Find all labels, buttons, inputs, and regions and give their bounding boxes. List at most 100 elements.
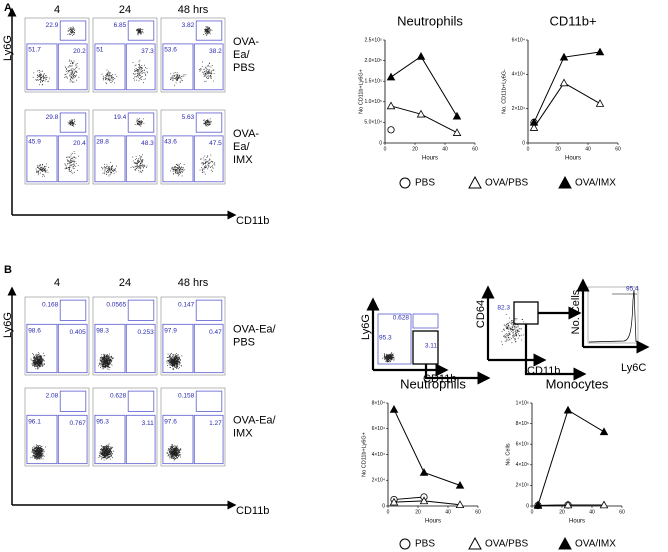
event: [41, 357, 43, 359]
gate-value: 45.9: [28, 139, 41, 146]
event: [35, 446, 37, 448]
event: [37, 361, 38, 362]
event: [145, 67, 146, 69]
y-tick-label: 1.5×10⁵: [364, 79, 382, 85]
event: [208, 123, 210, 125]
event: [74, 67, 76, 69]
event: [207, 30, 208, 32]
event: [41, 447, 43, 449]
event: [45, 170, 46, 171]
event: [208, 32, 210, 34]
event: [69, 121, 71, 123]
event: [201, 71, 203, 73]
event: [39, 356, 41, 358]
event: [100, 365, 102, 367]
event: [387, 361, 389, 363]
event: [175, 451, 177, 453]
event: [178, 454, 179, 456]
event: [142, 118, 144, 120]
event: [510, 329, 512, 330]
event: [73, 69, 75, 71]
event: [385, 360, 387, 362]
series-line: [390, 105, 458, 134]
event: [384, 356, 386, 358]
event: [72, 166, 74, 168]
event: [169, 452, 171, 454]
event: [106, 451, 107, 453]
event: [386, 357, 388, 359]
event: [169, 355, 170, 357]
event: [208, 30, 210, 32]
event: [107, 75, 109, 77]
event: [41, 169, 43, 171]
gate-value: 2.08: [46, 393, 59, 400]
event: [136, 167, 137, 169]
event: [103, 454, 105, 456]
event: [392, 356, 394, 358]
event: [505, 336, 507, 338]
event: [71, 121, 73, 123]
event: [101, 359, 102, 361]
event: [110, 451, 111, 453]
legend-marker: [558, 175, 572, 189]
event: [40, 457, 42, 459]
event: [40, 79, 42, 81]
event: [137, 31, 139, 33]
event: [38, 170, 40, 172]
event: [178, 450, 180, 452]
event: [143, 72, 145, 74]
event: [179, 363, 181, 365]
event: [173, 448, 174, 450]
event: [70, 120, 72, 122]
event: [202, 171, 204, 173]
event: [210, 121, 212, 122]
y-axis-label: No. Cells: [570, 289, 582, 334]
event: [134, 162, 136, 164]
event: [141, 164, 143, 166]
event: [36, 77, 38, 78]
gate-value: 19.4: [114, 114, 127, 121]
event: [178, 173, 179, 175]
event: [100, 454, 102, 456]
gate-value: 0.253: [138, 329, 155, 336]
event: [38, 452, 40, 454]
event: [103, 456, 105, 458]
event: [104, 452, 106, 454]
event: [104, 456, 106, 457]
event: [387, 355, 389, 356]
event: [391, 358, 393, 360]
event: [66, 156, 68, 158]
event: [71, 70, 73, 72]
x-axis-label: Hours: [569, 519, 585, 525]
event: [175, 170, 177, 172]
event: [36, 453, 38, 455]
gate: [162, 414, 194, 465]
gate: [193, 135, 224, 183]
event: [41, 360, 42, 362]
y-axis-label: No. CD11b+Ly6G-: [501, 69, 507, 114]
event: [176, 170, 178, 172]
event: [200, 68, 202, 69]
event: [70, 122, 72, 124]
event: [70, 160, 72, 161]
event: [38, 454, 40, 456]
event: [110, 166, 112, 168]
gate-value: 98.6: [28, 327, 41, 334]
event: [44, 169, 46, 171]
event: [175, 357, 177, 359]
event: [166, 452, 168, 454]
event: [107, 363, 108, 365]
event: [35, 454, 37, 455]
event: [101, 456, 103, 457]
event: [508, 328, 510, 330]
event: [139, 66, 140, 68]
event: [108, 172, 109, 173]
event: [141, 123, 143, 125]
event: [109, 362, 111, 364]
event: [69, 26, 71, 28]
event: [40, 75, 41, 76]
event: [103, 363, 104, 365]
event: [177, 356, 178, 358]
event: [66, 76, 68, 78]
event: [169, 448, 171, 449]
